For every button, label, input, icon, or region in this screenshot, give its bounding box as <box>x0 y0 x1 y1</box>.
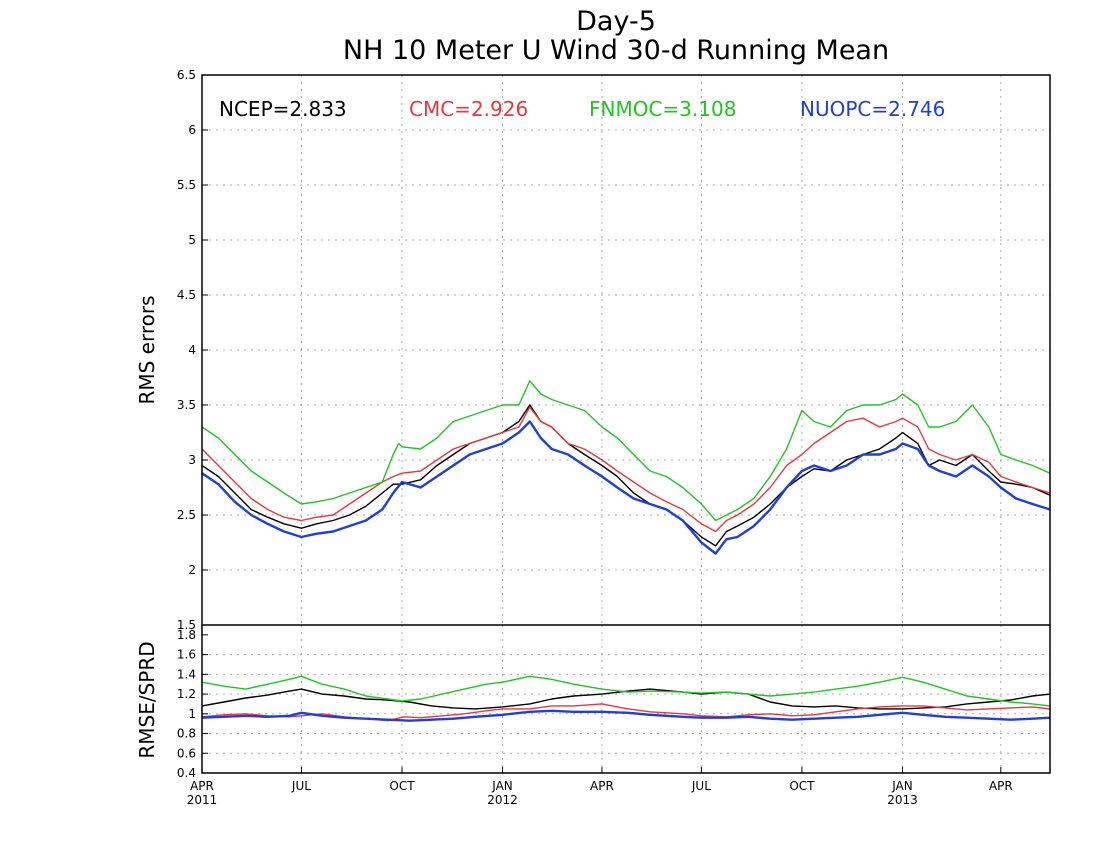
rms-ytick-label: 4.5 <box>177 288 196 302</box>
rms-ylabel: RMS errors <box>135 295 159 404</box>
ratio-series-fnmoc <box>201 675 1051 707</box>
chart-subtitle: NH 10 Meter U Wind 30-d Running Mean <box>343 35 889 66</box>
legend-cmc: CMC=2.926 <box>409 97 528 121</box>
plot-frame <box>201 74 1051 774</box>
rms-series-ncep <box>201 404 1051 547</box>
rms-ytick-label: 6.5 <box>177 68 196 82</box>
xtick-label: APR <box>989 779 1013 793</box>
legend-nuopc: NUOPC=2.746 <box>800 97 945 121</box>
rms-ytick-label: 2 <box>188 563 196 577</box>
ratio-panel: 0.4 0.6 0.8 1 1.2 1.4 1.6 1.8 <box>177 625 1051 780</box>
rms-ytick-label: 2.5 <box>177 508 196 522</box>
rms-ytick-label: 5 <box>188 233 196 247</box>
ratio-ytick-label: 0.4 <box>177 766 196 780</box>
rms-ytick-label: 4 <box>188 343 196 357</box>
xtick-label: OCT <box>789 779 815 793</box>
rms-panel: 1.5 2 2.5 3 3.5 4 4.5 5 5.5 6 6.5 <box>177 68 1051 632</box>
ratio-series-ncep <box>201 688 1051 710</box>
rms-series-fnmoc <box>201 380 1051 522</box>
ratio-ytick-label: 1.8 <box>177 628 196 642</box>
chart-title: Day-5 <box>576 6 656 37</box>
rms-series-cmc <box>201 406 1051 533</box>
xtick-label: APR <box>590 779 614 793</box>
rms-series-nuopc <box>201 420 1051 555</box>
xtick-label: JUL <box>291 779 311 793</box>
xtick-year-label: 2011 <box>187 793 218 807</box>
ratio-ytick-label: 1.2 <box>177 687 196 701</box>
rms-ytick-label: 5.5 <box>177 178 196 192</box>
ratio-ytick-label: 0.6 <box>177 746 196 760</box>
xtick-year-label: 2013 <box>887 793 918 807</box>
ratio-series-nuopc <box>201 709 1051 722</box>
xtick-year-label: 2012 <box>487 793 518 807</box>
rms-ytick-label: 6 <box>188 123 196 137</box>
rms-ytick-label: 3 <box>188 453 196 467</box>
legend-fnmoc: FNMOC=3.108 <box>589 97 736 121</box>
xtick-label: JUL <box>691 779 711 793</box>
legend-ncep: NCEP=2.833 <box>219 97 347 121</box>
ratio-series-cmc <box>201 703 1051 722</box>
ratio-ytick-label: 1.4 <box>177 667 196 681</box>
ratio-ytick-label: 1 <box>188 707 196 721</box>
ratio-ytick-label: 0.8 <box>177 727 196 741</box>
ratio-ytick-label: 1.6 <box>177 648 196 662</box>
xtick-label: OCT <box>389 779 415 793</box>
rms-ytick-label: 3.5 <box>177 398 196 412</box>
xtick-label: JAN <box>891 779 913 793</box>
xtick-label: APR <box>190 779 214 793</box>
rms-ytick-label: 1.5 <box>177 618 196 632</box>
ratio-ylabel: RMSE/SPRD <box>135 641 159 758</box>
xtick-label: JAN <box>491 779 513 793</box>
